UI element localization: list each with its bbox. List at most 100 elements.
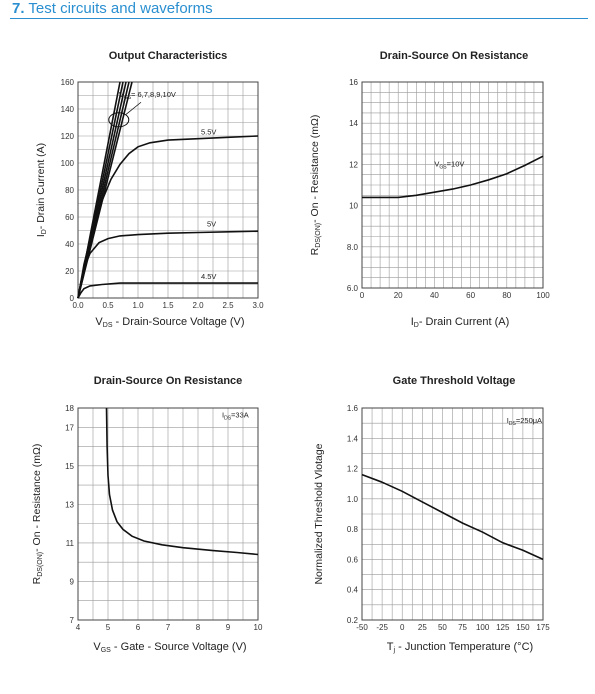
y-tick-label: 6.0 — [347, 284, 359, 293]
x-tick-label: 80 — [502, 291, 511, 300]
x-tick-label: 8 — [196, 623, 201, 632]
x-tick-label: 4 — [76, 623, 81, 632]
y-tick-label: 10 — [349, 202, 358, 211]
series-line — [77, 230, 259, 299]
y-tick-label: 12 — [349, 160, 358, 169]
y-tick-label: 7 — [70, 616, 75, 625]
y-tick-label: 1.0 — [347, 495, 359, 504]
x-tick-label: 25 — [418, 623, 427, 632]
series-line — [77, 135, 259, 299]
x-tick-label: 150 — [516, 623, 530, 632]
x-tick-label: 9 — [226, 623, 231, 632]
x-tick-label: 0 — [360, 291, 365, 300]
y-tick-label: 140 — [61, 105, 75, 114]
y-tick-label: 9 — [70, 577, 75, 586]
x-tick-label: 75 — [458, 623, 467, 632]
y-axis-label: RDS(ON)- On - Resistance (mΩ) — [309, 115, 322, 256]
section-divider — [10, 18, 588, 19]
y-tick-label: 1.4 — [347, 434, 359, 443]
curve-group-marker — [108, 112, 130, 128]
x-tick-label: -50 — [356, 623, 368, 632]
x-axis-label: Tj - Junction Temperature (°C) — [387, 641, 533, 654]
series-line — [362, 155, 544, 199]
y-tick-label: 16 — [349, 78, 358, 87]
x-axis-label: VGS - Gate - Source Voltage (V) — [93, 641, 246, 654]
y-axis-label: RDS(ON)- On - Resistance (mΩ) — [31, 444, 44, 585]
x-tick-label: 3.0 — [252, 301, 264, 310]
x-tick-label: 7 — [166, 623, 171, 632]
y-tick-label: 0.8 — [347, 525, 359, 534]
y-tick-label: 1.6 — [347, 404, 359, 413]
x-tick-label: 20 — [394, 291, 403, 300]
chart-3: Drain-Source On Resistance 4 5 6 7 8 9 10 7 9 11 13… — [31, 375, 263, 654]
x-tick-label: 100 — [476, 623, 490, 632]
curve-annotation: 4.5V — [201, 272, 216, 281]
y-tick-label: 20 — [65, 267, 74, 276]
y-axis-label: Normalized Threshold Vlotage — [313, 443, 325, 584]
plot-frame — [77, 407, 259, 621]
curve-annotation: IDS=250μA — [507, 416, 542, 427]
series-line — [361, 473, 544, 561]
section-title-text: Test circuits and waveforms — [28, 0, 213, 17]
chart-title: Drain-Source On Resistance — [94, 375, 243, 387]
plot-frame — [77, 81, 259, 299]
x-tick-label: 60 — [466, 291, 475, 300]
section-title: 7. Test circuits and waveforms — [12, 0, 213, 17]
y-tick-label: 18 — [65, 404, 74, 413]
x-tick-label: 0 — [400, 623, 405, 632]
y-tick-label: 11 — [66, 539, 75, 548]
y-tick-label: 13 — [65, 500, 74, 509]
y-tick-label: 160 — [61, 78, 75, 87]
curve-annotation: 5V — [207, 219, 216, 228]
y-tick-label: 0 — [70, 294, 75, 303]
x-tick-label: 2.0 — [192, 301, 204, 310]
y-tick-label: 120 — [61, 132, 75, 141]
x-axis-label: ID- Drain Current (A) — [411, 316, 510, 329]
x-tick-label: 100 — [536, 291, 550, 300]
x-tick-label: 6 — [136, 623, 141, 632]
x-axis-label: VDS - Drain-Source Voltage (V) — [95, 316, 244, 329]
curve-annotation: 5.5V — [201, 128, 216, 137]
x-tick-label: 125 — [496, 623, 510, 632]
x-tick-label: 50 — [438, 623, 447, 632]
x-tick-label: 0.0 — [72, 301, 84, 310]
y-tick-label: 0.2 — [347, 616, 359, 625]
y-tick-label: 15 — [65, 462, 74, 471]
chart-title: Drain-Source On Resistance — [380, 50, 529, 62]
chart-title: Gate Threshold Voltage — [393, 375, 516, 387]
x-tick-label: 0.5 — [102, 301, 114, 310]
y-tick-label: 80 — [65, 186, 74, 195]
x-tick-label: -25 — [376, 623, 388, 632]
section-number: 7. — [12, 0, 25, 17]
series-line — [105, 407, 259, 556]
x-tick-label: 1.5 — [162, 301, 174, 310]
curve-annotation: VGS= 6,7,8,9,10V — [119, 90, 176, 101]
y-tick-label: 40 — [65, 240, 74, 249]
curve-annotation: IDS=33A — [222, 411, 249, 422]
chart-4: Gate Threshold Voltage -50 -25 0 25 50 75 100 12… — [313, 375, 550, 654]
plot-frame — [361, 81, 544, 289]
y-tick-label: 0.6 — [347, 555, 359, 564]
y-axis-label: ID- Drain Current (A) — [35, 143, 48, 237]
y-tick-label: 0.4 — [347, 586, 359, 595]
y-tick-label: 8.0 — [347, 243, 359, 252]
chart-title: Output Characteristics — [109, 50, 228, 62]
y-tick-label: 1.2 — [347, 465, 359, 474]
y-tick-label: 100 — [61, 159, 75, 168]
curve-annotation: VGS=10V — [434, 159, 464, 170]
x-tick-label: 10 — [254, 623, 263, 632]
y-tick-label: 17 — [65, 423, 74, 432]
chart-1: Output Characteristics 0.0 0.5 1.0 1.5 2.0 2.5… — [35, 50, 264, 329]
x-tick-label: 5 — [106, 623, 111, 632]
y-tick-label: 14 — [349, 119, 358, 128]
x-tick-label: 40 — [430, 291, 439, 300]
plot-frame — [361, 407, 544, 621]
y-tick-label: 60 — [65, 213, 74, 222]
x-tick-label: 2.5 — [222, 301, 234, 310]
series-line — [77, 282, 258, 299]
x-tick-label: 1.0 — [132, 301, 144, 310]
x-tick-label: 175 — [536, 623, 550, 632]
annotation-leader — [125, 101, 142, 115]
chart-2: Drain-Source On Resistance 0 20 40 60 80 100 6.… — [309, 50, 550, 329]
